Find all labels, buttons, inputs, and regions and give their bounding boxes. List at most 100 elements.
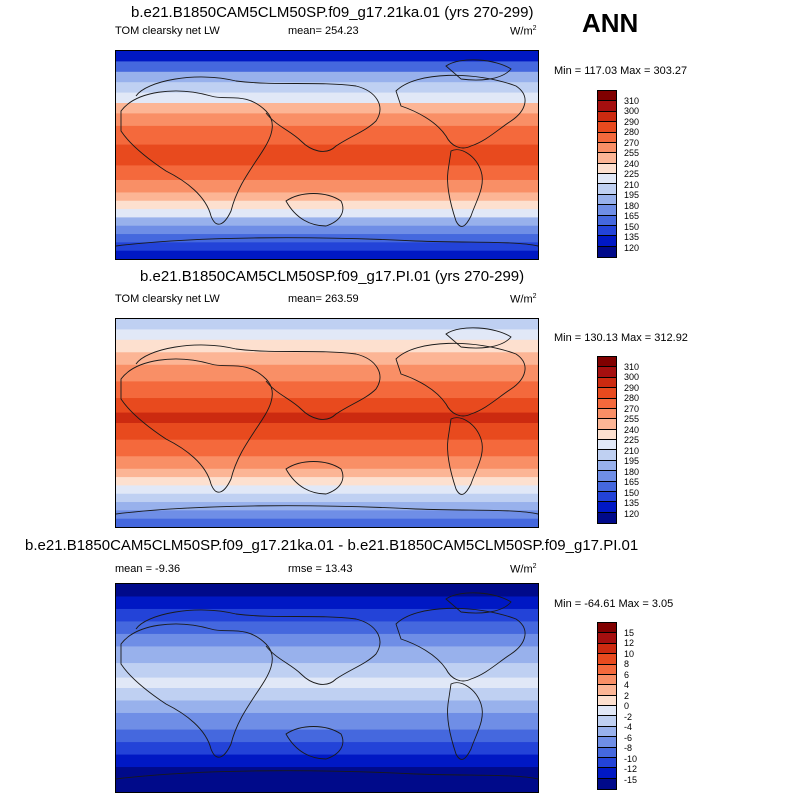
colorbar-swatch: [598, 91, 616, 102]
coastline: [395, 607, 526, 682]
map-band: [116, 677, 538, 689]
map-band: [116, 493, 538, 503]
colorbar-tick-label: 240: [624, 158, 640, 169]
map-band: [116, 477, 538, 486]
map-band: [116, 71, 538, 83]
colorbar-tick-label: 225: [624, 169, 640, 179]
colorbar-swatch: [598, 716, 616, 727]
coastline: [447, 149, 483, 227]
panel-1-mean-label: mean= 254.23: [288, 25, 359, 37]
colorbar-swatch: [598, 142, 616, 154]
map-band: [116, 113, 538, 127]
colorbar-tick-label: -4: [624, 722, 633, 732]
colorbar-tick-label: 135: [624, 498, 640, 508]
colorbar-tick-label: 120: [624, 242, 640, 253]
colorbar-tick-label: 255: [624, 414, 640, 424]
colorbar-tick-label: 310: [624, 95, 640, 106]
map-band: [116, 754, 538, 768]
colorbar-swatch: [598, 429, 616, 440]
map-band: [116, 209, 538, 218]
map-band: [116, 51, 538, 62]
coastline: [285, 461, 344, 495]
map-band: [116, 352, 538, 366]
colorbar-swatch: [598, 674, 616, 686]
colorbar-tick-label: 225: [624, 435, 640, 445]
colorbar-swatch: [598, 623, 616, 634]
colorbar-swatch: [598, 695, 616, 706]
colorbar-tick-label: -12: [624, 764, 638, 774]
colorbar-tick-label: 15: [624, 627, 635, 638]
colorbar-swatch: [598, 236, 616, 247]
season-label: ANN: [582, 8, 639, 38]
coastline: [445, 327, 512, 349]
colorbar-swatch: [598, 737, 616, 748]
colorbar-tick-label: 310: [624, 361, 640, 372]
map-band: [116, 518, 538, 527]
colorbar-swatch: [598, 205, 616, 216]
panel-3-units: W/m2: [510, 563, 537, 576]
colorbar-swatch: [598, 726, 616, 738]
coastline: [285, 193, 344, 227]
colorbar-swatch: [598, 132, 616, 143]
colorbar-tick-label: 8: [624, 659, 630, 669]
panel-2-minmax: Min = 130.13 Max = 312.92: [554, 332, 688, 344]
map-band: [116, 144, 538, 166]
colorbar-tick-label: 4: [624, 680, 630, 690]
colorbar-swatch: [598, 747, 616, 758]
map-band: [116, 646, 538, 664]
panel-1-map-svg: [116, 51, 538, 259]
colorbar-tick-label: -10: [624, 753, 638, 764]
colorbar-swatch: [598, 398, 616, 409]
coastline: [116, 237, 538, 247]
panel-1-variable-label: TOM clearsky net LW: [115, 25, 220, 37]
colorbar-swatch: [598, 388, 616, 399]
map-band: [116, 621, 538, 635]
colorbar-swatch: [598, 419, 616, 430]
colorbar-tick-label: 300: [624, 372, 640, 382]
panel-2-colorbar: [597, 356, 617, 524]
colorbar-swatch: [598, 194, 616, 206]
panel-3-minmax: Min = -64.61 Max = 3.05: [554, 598, 674, 610]
coastline: [395, 342, 526, 417]
colorbar-swatch: [598, 460, 616, 472]
colorbar-tick-label: 135: [624, 232, 640, 242]
colorbar-swatch: [598, 643, 616, 655]
map-band: [116, 468, 538, 478]
coastline: [120, 358, 273, 493]
coastline: [285, 726, 344, 760]
colorbar-swatch: [598, 706, 616, 717]
map-band: [116, 712, 538, 731]
colorbar-swatch: [598, 101, 616, 112]
coastline: [116, 505, 538, 515]
colorbar-swatch: [598, 111, 616, 123]
colorbar-swatch: [598, 184, 616, 195]
colorbar-swatch: [598, 778, 616, 789]
map-band: [116, 242, 538, 252]
map-band: [116, 329, 538, 341]
panel-2-units: W/m2: [510, 293, 537, 306]
map-band: [116, 364, 538, 382]
colorbar-swatch: [598, 408, 616, 420]
map-band: [116, 179, 538, 193]
colorbar-tick-label: 0: [624, 701, 630, 711]
panel-3-mean-label: mean = -9.36: [115, 563, 181, 575]
map-band: [116, 200, 538, 210]
panel-2-map: [115, 318, 539, 528]
colorbar-swatch: [598, 215, 616, 226]
map-band: [116, 125, 538, 146]
colorbar-tick-label: 120: [624, 508, 640, 519]
map-band: [116, 700, 538, 714]
colorbar-tick-label: 150: [624, 221, 640, 232]
map-band: [116, 412, 538, 424]
colorbar-tick-label: -8: [624, 743, 633, 753]
panel-2-title: b.e21.B1850CAM5CLM50SP.f09_g17.PI.01 (yr…: [140, 268, 525, 285]
panel-1-minmax: Min = 117.03 Max = 303.27: [554, 65, 688, 77]
colorbar-tick-label: 240: [624, 424, 640, 435]
coastline: [447, 417, 483, 495]
colorbar-tick-label: 12: [624, 638, 635, 648]
colorbar-tick-label: -2: [624, 711, 633, 722]
map-band: [116, 729, 538, 743]
panel-2-mean-label: mean= 263.59: [288, 293, 359, 305]
panel-1-units: W/m2: [510, 25, 537, 38]
colorbar-tick-label: 210: [624, 445, 640, 456]
